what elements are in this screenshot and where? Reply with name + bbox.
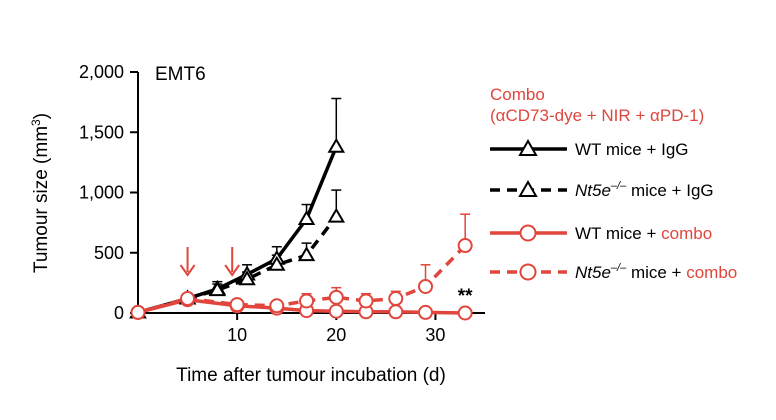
data-point-circle — [418, 304, 434, 320]
data-point-circle — [457, 238, 473, 254]
y-tick-label: 500 — [94, 243, 124, 263]
data-point-circle — [328, 303, 344, 319]
data-point-circle — [229, 297, 245, 313]
data-point-circle — [388, 304, 404, 320]
y-tick-label: 1,000 — [79, 183, 124, 203]
y-tick-label: 1,500 — [79, 122, 124, 142]
legend-marker-triangle — [518, 179, 538, 197]
y-ticks: 0 500 1,000 1,500 2,000 — [79, 62, 138, 323]
x-axis-label: Time after tumour incubation (d) — [176, 365, 446, 386]
significance-label: ** — [458, 286, 473, 307]
legend-label-suffix: combo — [686, 263, 737, 282]
legend-label: WT mice + combo — [575, 224, 712, 243]
data-point-triangle — [238, 270, 256, 286]
data-point-triangle — [297, 210, 316, 226]
series-line — [137, 146, 338, 315]
data-point-triangle — [208, 281, 227, 297]
legend-label-prefix: mice + — [626, 263, 686, 282]
legend-label-superscript: –/– — [610, 262, 627, 274]
treatment-arrow-head — [224, 264, 241, 277]
legend-marker-circle — [519, 224, 537, 242]
axes — [137, 72, 485, 314]
data-point-circle — [358, 293, 374, 309]
legend-label-prefix: mice + — [626, 181, 686, 200]
x-tick-label: 30 — [425, 325, 445, 345]
legend-label-suffix: combo — [661, 224, 712, 243]
legend-label: Nt5e–/– mice + IgG — [575, 180, 714, 200]
series-markers — [129, 137, 473, 321]
legend-label-italic: Nt5e — [575, 181, 611, 200]
data-point-circle — [457, 305, 473, 321]
data-point-circle — [269, 298, 285, 314]
data-point-triangle — [268, 255, 286, 271]
x-tick-label: 10 — [227, 325, 247, 345]
legend-title-line2: (αCD73-dye + NIR + αPD-1) — [490, 106, 704, 125]
data-point-triangle — [327, 137, 346, 153]
legend-label: WT mice + IgG — [575, 140, 689, 159]
data-point-circle — [328, 289, 344, 305]
x-tick-label: 20 — [326, 325, 346, 345]
data-point-circle — [130, 304, 146, 320]
y-tick-label: 2,000 — [79, 62, 124, 82]
error-bars — [133, 97, 471, 314]
data-point-circle — [418, 278, 434, 294]
legend-marker-triangle — [518, 138, 538, 156]
treatment-arrow-head — [179, 264, 196, 277]
y-tick-label: 0 — [114, 303, 124, 323]
y-axis-label: Tumour size (mm3) — [29, 113, 52, 273]
data-point-triangle — [327, 207, 346, 223]
series-line — [137, 244, 467, 315]
treatment-arrows — [179, 247, 241, 277]
legend-label-prefix: WT mice + — [575, 224, 661, 243]
series-lines — [137, 146, 467, 315]
data-point-triangle — [297, 246, 316, 262]
legend-label-italic: Nt5e — [575, 263, 611, 282]
data-point-circle — [299, 293, 315, 309]
chart-title: EMT6 — [155, 64, 206, 85]
legend-label-superscript: –/– — [610, 180, 627, 192]
legend-title-line1: Combo — [490, 85, 545, 104]
data-point-circle — [180, 291, 196, 307]
y-axis-label-superscript: 3 — [29, 119, 43, 126]
legend-marker-circle — [519, 263, 537, 281]
legend-label-suffix: IgG — [661, 140, 688, 159]
legend-label: Nt5e–/– mice + combo — [575, 262, 737, 282]
legend: Combo (αCD73-dye + NIR + αPD-1) WT mice … — [490, 85, 737, 282]
legend-label-prefix: WT mice + — [575, 140, 661, 159]
legend-label-suffix: IgG — [686, 181, 713, 200]
data-point-circle — [388, 291, 404, 307]
